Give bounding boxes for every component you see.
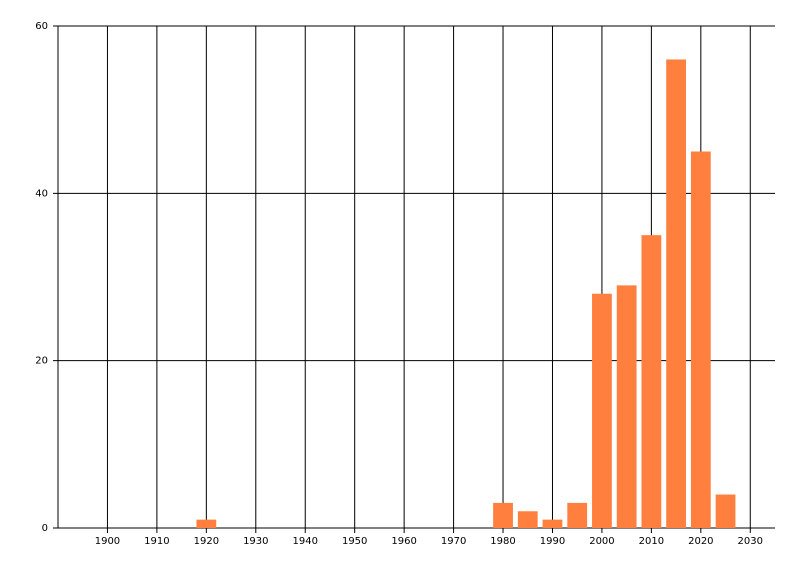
x-tick-label: 1940 bbox=[293, 536, 318, 547]
y-tick-label: 60 bbox=[35, 21, 48, 32]
x-tick-label: 1910 bbox=[144, 536, 169, 547]
x-tick-label: 2010 bbox=[639, 536, 664, 547]
x-tick-label: 1930 bbox=[243, 536, 268, 547]
x-tick-label: 1980 bbox=[490, 536, 515, 547]
bar bbox=[493, 502, 513, 528]
y-tick-label: 40 bbox=[35, 188, 48, 199]
bar bbox=[542, 519, 563, 528]
y-tick-label: 20 bbox=[35, 356, 48, 367]
bar bbox=[567, 502, 588, 528]
x-tick-label: 1970 bbox=[441, 536, 466, 547]
bar bbox=[641, 235, 662, 528]
x-tick-label: 1990 bbox=[540, 536, 565, 547]
x-tick-label: 2030 bbox=[738, 536, 763, 547]
bar bbox=[715, 494, 736, 528]
x-tick-label: 1950 bbox=[342, 536, 367, 547]
bar bbox=[616, 285, 637, 528]
bar bbox=[196, 519, 217, 528]
bar bbox=[666, 59, 686, 528]
bar bbox=[690, 151, 711, 528]
x-tick-label: 1900 bbox=[95, 536, 120, 547]
y-tick-label: 0 bbox=[42, 523, 48, 534]
x-tick-label: 1960 bbox=[391, 536, 416, 547]
bar bbox=[517, 511, 538, 528]
x-tick-label: 2020 bbox=[688, 536, 713, 547]
x-tick-label: 1920 bbox=[194, 536, 219, 547]
x-tick-label: 2000 bbox=[589, 536, 614, 547]
bar bbox=[592, 293, 612, 528]
